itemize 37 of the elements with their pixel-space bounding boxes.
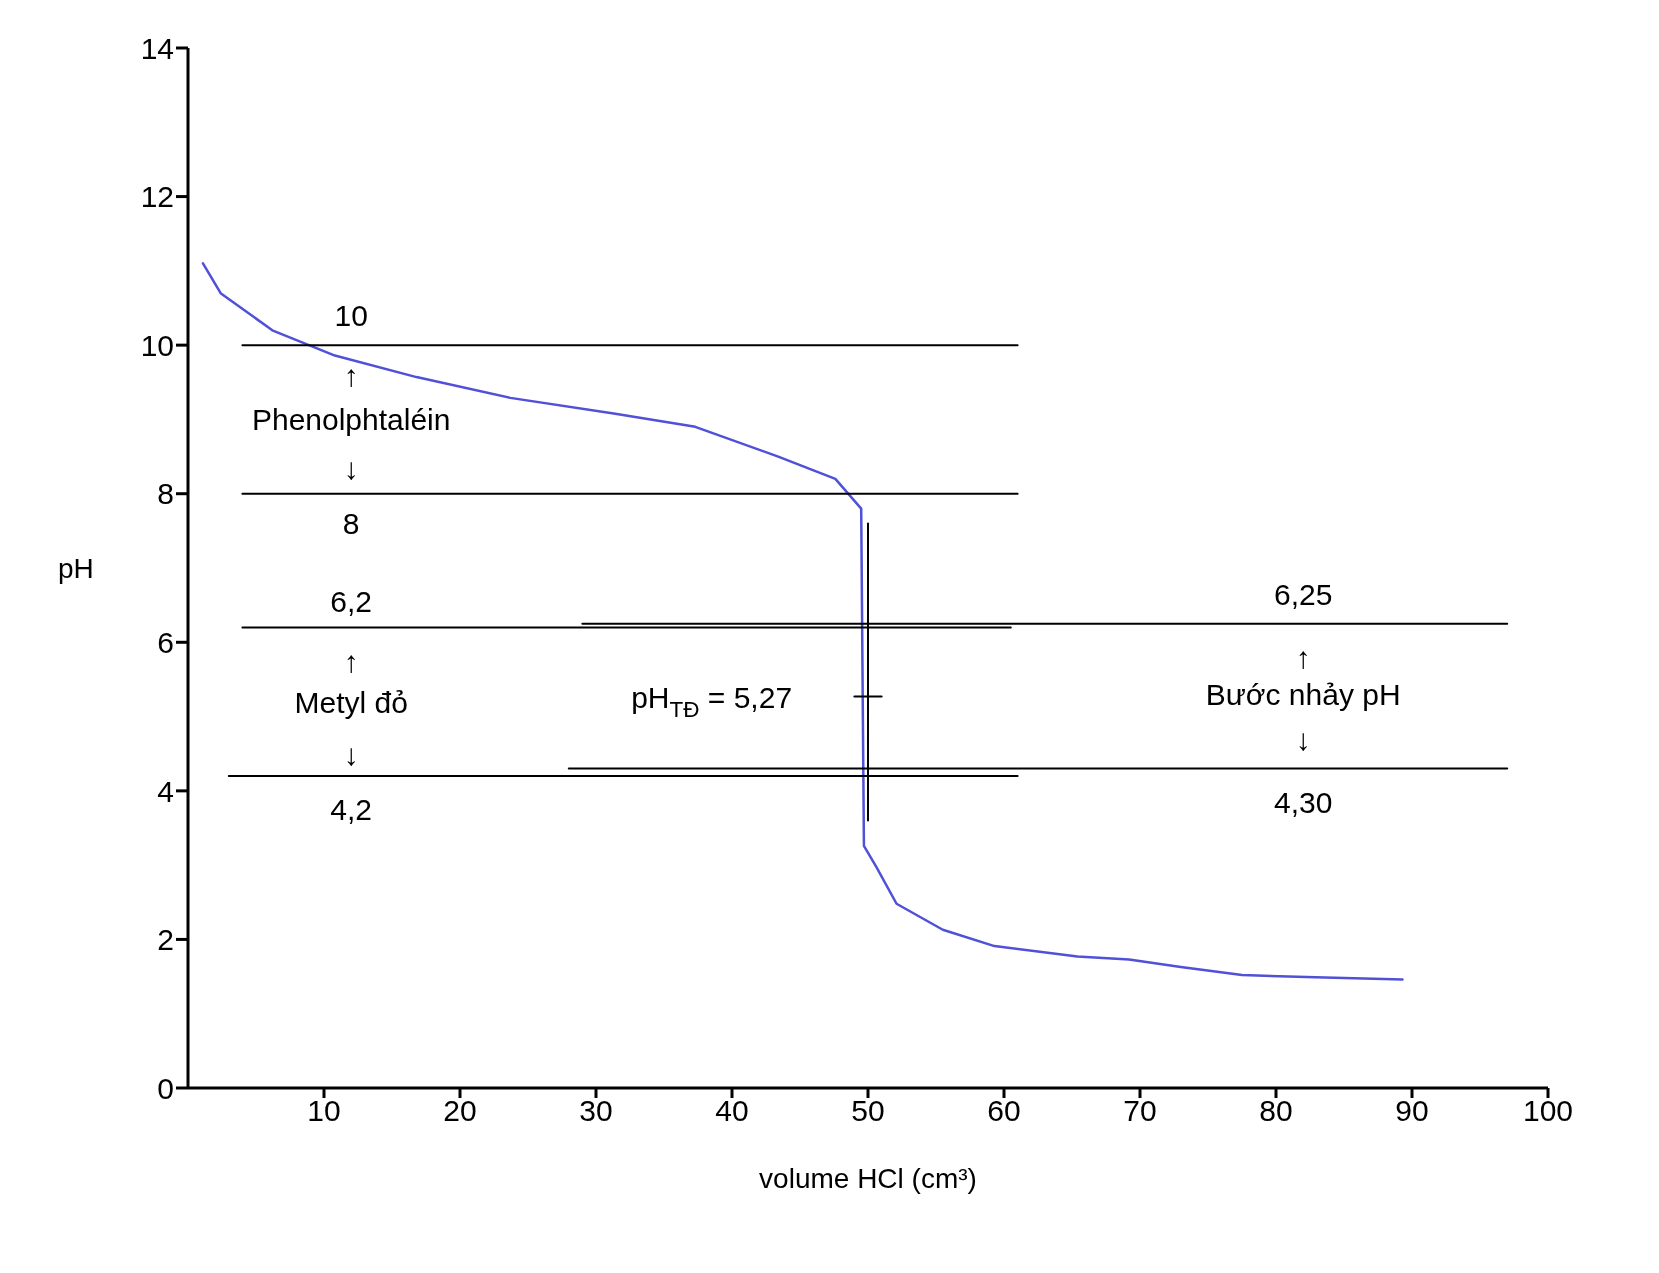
x-axis-title: volume HCl (cm³) <box>759 1163 977 1194</box>
annotation: Phenolphtaléin <box>251 402 451 436</box>
annotation: Metyl đỏ <box>294 685 408 719</box>
y-tick-label: 6 <box>157 625 174 659</box>
annotation: ↑ <box>343 644 359 678</box>
line-series <box>201 262 1404 981</box>
x-tick-label: 50 <box>851 1094 885 1128</box>
y-tick-label: 2 <box>157 923 174 957</box>
y-tick-label: 8 <box>157 477 174 511</box>
annotation: ↓ <box>1295 722 1311 756</box>
annotation: ↓ <box>343 451 359 485</box>
annotation: 4,2 <box>330 792 373 826</box>
annotation: 6,25 <box>1274 577 1333 611</box>
x-tick-label: 30 <box>579 1094 613 1128</box>
y-tick-label: 0 <box>157 1071 174 1105</box>
annotation: 8 <box>342 506 360 540</box>
annotation: ↑ <box>1295 640 1311 674</box>
x-tick-label: 10 <box>307 1094 341 1128</box>
y-tick-label: 14 <box>140 31 174 65</box>
y-tick-label: 4 <box>157 774 174 808</box>
annotation: 4,30 <box>1274 785 1333 819</box>
x-tick-label: 60 <box>987 1094 1021 1128</box>
annotation: Bước nhảy pH <box>1205 677 1401 711</box>
annotation: 10 <box>334 298 368 332</box>
x-tick-label: 20 <box>443 1094 477 1128</box>
x-tick-label: 90 <box>1395 1094 1429 1128</box>
x-tick-label: 70 <box>1123 1094 1157 1128</box>
annotation: ↓ <box>343 737 359 771</box>
x-tick-label: 80 <box>1259 1094 1293 1128</box>
y-tick-label: 10 <box>140 328 174 362</box>
y-axis-title: pH <box>58 552 94 584</box>
annotation: ↑ <box>343 358 359 392</box>
y-tick-label: 12 <box>140 180 174 214</box>
annotation: 6,2 <box>330 584 373 618</box>
annotation: pH$_{TĐ}$ = 5,27 <box>631 680 793 722</box>
x-tick-label: 40 <box>715 1094 749 1128</box>
x-tick-label: 100 <box>1522 1094 1574 1128</box>
